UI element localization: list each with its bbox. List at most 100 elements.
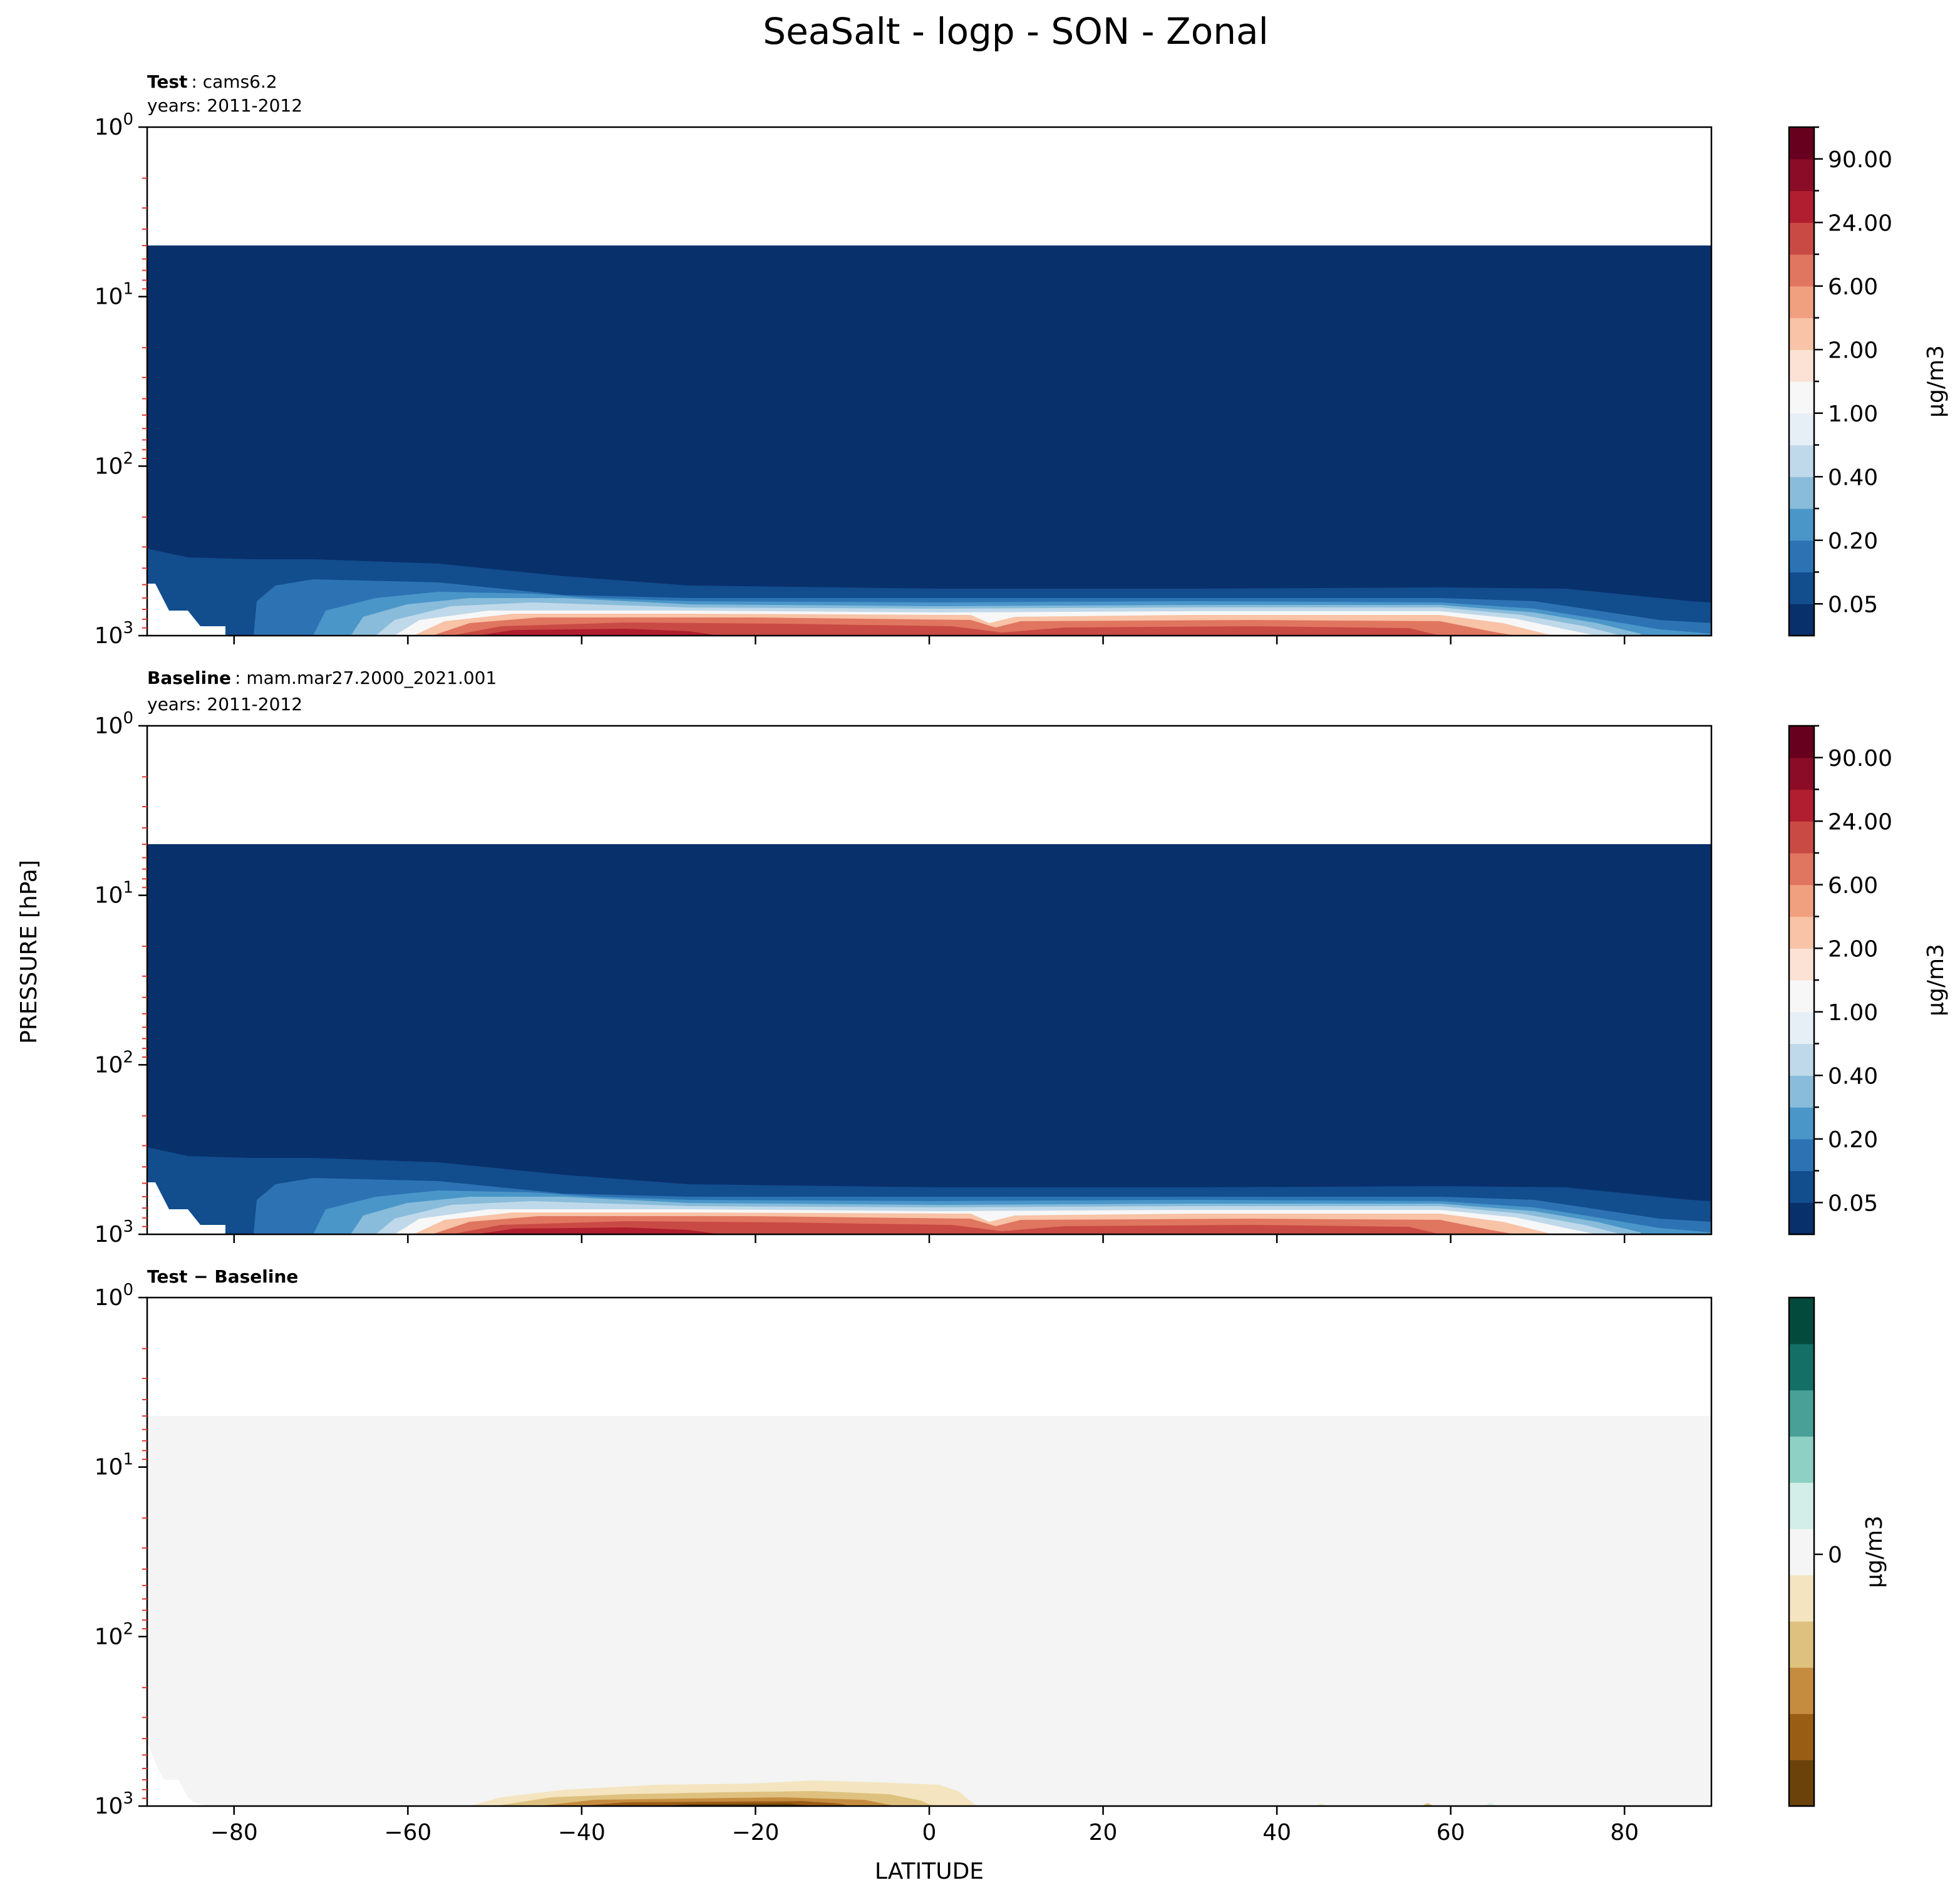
y-tick-label: 101 <box>95 280 133 310</box>
panel-difference-plot-area <box>147 1298 1711 1806</box>
colorbar-frame <box>1788 1296 1815 1807</box>
y-tick-label: 100 <box>95 709 133 739</box>
colorbar-segment <box>1789 286 1814 319</box>
panel-baseline-title-rest: : mam.mar27.2000_2021.001 <box>235 668 497 688</box>
panel-baseline: Baseline: mam.mar27.2000_2021.001 years:… <box>95 668 1949 1247</box>
panel-difference-polar-mask <box>147 1741 207 1806</box>
colorbar-segment <box>1789 1760 1814 1807</box>
panel-baseline-polar-mask <box>147 1182 225 1234</box>
colorbar-tick-label: 24.00 <box>1828 809 1892 835</box>
x-tick-label: 40 <box>1262 1820 1291 1846</box>
colorbar-segment <box>1789 1170 1814 1203</box>
colorbar-tick-label: 0.05 <box>1828 1190 1878 1216</box>
colorbar-segment <box>1789 445 1814 477</box>
colorbar-segment <box>1789 127 1814 160</box>
colorbar-tick-label: 2.00 <box>1828 936 1878 962</box>
x-tick-label: 0 <box>922 1820 937 1846</box>
colorbar-segment <box>1789 413 1814 446</box>
colorbar-segment <box>1789 1390 1814 1437</box>
y-axis-label: PRESSURE [hPa] <box>16 860 42 1044</box>
y-tick-label: 103 <box>95 1789 133 1819</box>
y-tick-label: 102 <box>95 449 133 479</box>
panel-baseline-ticks: 100 101 102 103 <box>95 709 1626 1247</box>
colorbar-segment <box>1789 318 1814 350</box>
colorbar-segment <box>1789 1482 1814 1529</box>
panel-baseline-plot-area <box>147 726 1711 1234</box>
colorbar-segment <box>1789 222 1814 255</box>
y-tick-label: 103 <box>95 619 133 649</box>
y-tick-label: 100 <box>95 1281 133 1311</box>
colorbar-segment <box>1789 726 1814 758</box>
colorbar-segment <box>1789 1667 1814 1714</box>
colorbar-segment <box>1789 477 1814 509</box>
panel-test-colorbar-label: μg/m3 <box>1923 345 1949 418</box>
colorbar-segment <box>1789 604 1814 636</box>
colorbar-segment <box>1789 190 1814 223</box>
colorbar-segment <box>1789 1011 1814 1045</box>
x-tick-label: −20 <box>731 1820 779 1846</box>
colorbar-segment <box>1789 1343 1814 1391</box>
colorbar-segment <box>1789 349 1814 382</box>
colorbar-tick-label: 6.00 <box>1828 274 1878 300</box>
x-tick-label: −40 <box>558 1820 606 1846</box>
panel-baseline-colorbar: 0.05 0.20 0.40 1.00 2.00 6.00 24.00 90.00 <box>1788 725 1892 1236</box>
panel-test-subtitle: years: 2011-2012 <box>147 95 302 116</box>
colorbar-segment <box>1789 1202 1814 1235</box>
x-axis-label: LATITUDE <box>875 1859 984 1884</box>
colorbar-segment <box>1789 158 1814 192</box>
colorbar-segment <box>1789 1529 1814 1576</box>
colorbar-tick-label: 0.40 <box>1828 465 1878 490</box>
colorbar-tick-label: 6.00 <box>1828 873 1878 899</box>
colorbar-segment <box>1789 948 1814 981</box>
y-tick-label: 100 <box>95 110 133 140</box>
colorbar-segment <box>1789 853 1814 885</box>
colorbar-tick-label: 24.00 <box>1828 210 1892 236</box>
colorbar-tick-label: 1.00 <box>1828 401 1878 427</box>
colorbar-segment <box>1789 1107 1814 1140</box>
x-tick-label: −80 <box>210 1820 258 1846</box>
colorbar-segment <box>1789 1138 1814 1172</box>
panel-baseline-subtitle: years: 2011-2012 <box>147 694 302 715</box>
panel-test-title-bold: Test <box>147 71 187 92</box>
x-tick-label: −60 <box>384 1820 431 1846</box>
y-tick-label: 102 <box>95 1048 133 1078</box>
colorbar-segment <box>1789 509 1814 541</box>
colorbar-segment <box>1789 254 1814 287</box>
colorbar-segment <box>1789 1075 1814 1108</box>
y-tick-label: 101 <box>95 1450 133 1480</box>
x-tick-label: 20 <box>1089 1820 1118 1846</box>
panel-baseline-band-9 <box>451 1221 1440 1234</box>
colorbar-tick-label: 0.40 <box>1828 1063 1878 1089</box>
colorbar-segment <box>1789 916 1814 949</box>
colorbar-tick-label: 0.20 <box>1828 1127 1878 1153</box>
colorbar-segment <box>1789 821 1814 854</box>
colorbar-tick-label: 0.20 <box>1828 529 1878 554</box>
colorbar-segment <box>1789 1298 1814 1345</box>
panel-test-title-rest: : cams6.2 <box>191 71 277 92</box>
colorbar-tick-label: 2.00 <box>1828 338 1878 363</box>
colorbar-segment <box>1789 540 1814 573</box>
panel-baseline-colorbar-label: μg/m3 <box>1923 944 1949 1016</box>
colorbar-segment <box>1789 757 1814 790</box>
colorbar-segment <box>1789 1621 1814 1668</box>
panel-difference-colorbar: 0 <box>1788 1296 1842 1807</box>
y-tick-label: 101 <box>95 879 133 909</box>
colorbar-segment <box>1789 1574 1814 1622</box>
panel-test-band-10 <box>476 629 720 636</box>
panel-difference-colorbar-label: μg/m3 <box>1862 1515 1887 1588</box>
panel-difference: Test − Baseline −80 −60 −40 −20 0 20 40 60 80 100… <box>95 1266 1887 1846</box>
colorbar-segment <box>1789 980 1814 1013</box>
panel-difference-ticks: −80 −60 −40 −20 0 20 40 60 80 100 101 102 103 <box>95 1281 1639 1846</box>
panel-baseline-title: Baseline: mam.mar27.2000_2021.001 <box>147 668 497 688</box>
colorbar-tick-label: 90.00 <box>1828 147 1892 173</box>
panel-test-band-9 <box>451 622 1440 636</box>
panel-test-colorbar: 0.05 0.20 0.40 1.00 2.00 6.00 24.00 90.00 <box>1788 126 1892 637</box>
colorbar-tick-label: 0.05 <box>1828 592 1878 617</box>
y-tick-label: 102 <box>95 1619 133 1650</box>
panel-difference-field-base <box>147 1416 1711 1806</box>
panel-test: Test: cams6.2 years: 2011-2012 100 101 102… <box>95 71 1949 649</box>
colorbar-segment <box>1789 884 1814 917</box>
panel-test-plot-area <box>147 127 1711 636</box>
colorbar-tick-label: 1.00 <box>1828 1000 1878 1026</box>
